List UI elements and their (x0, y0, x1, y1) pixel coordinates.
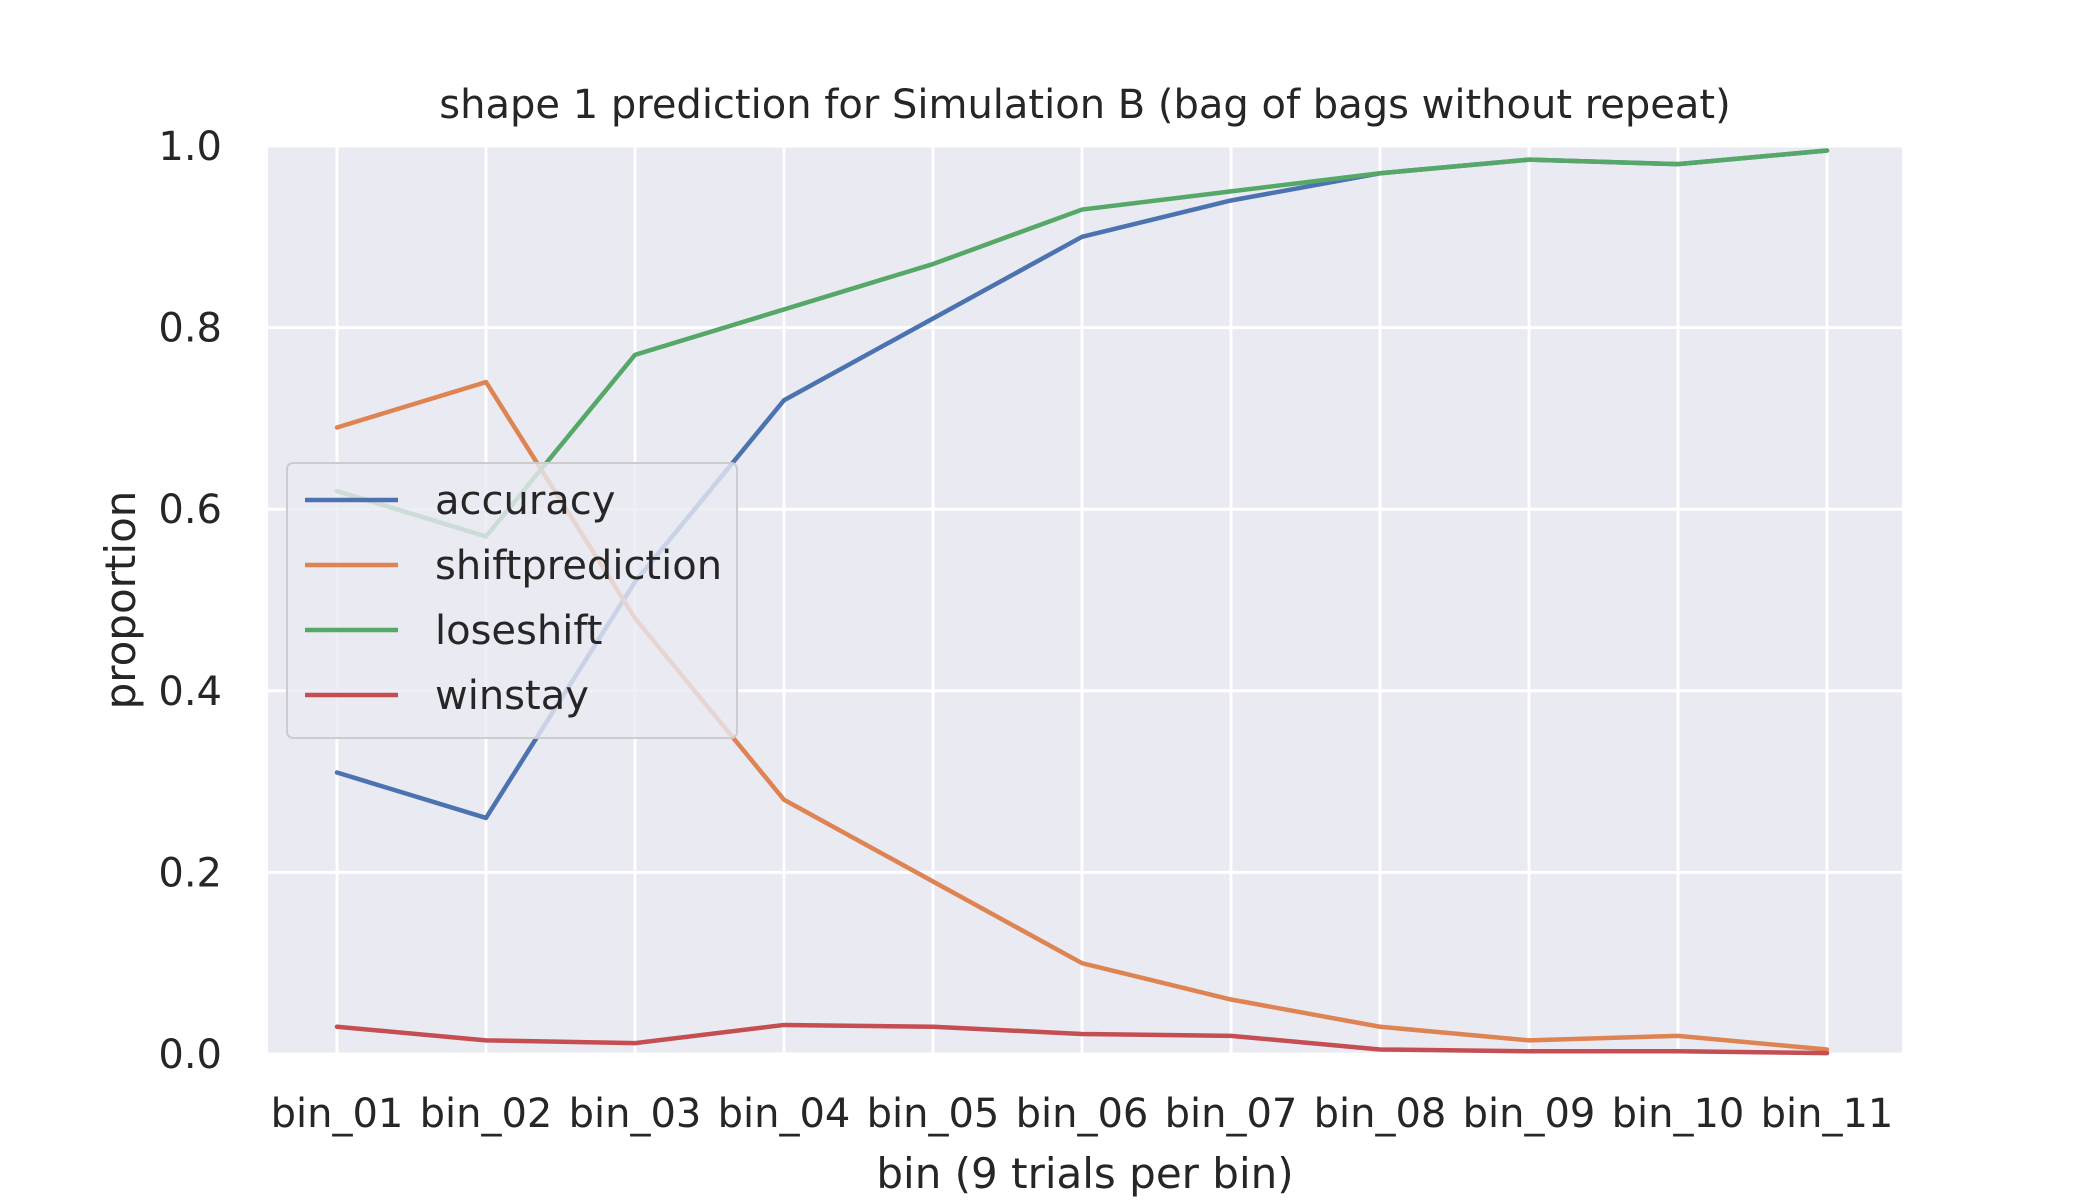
x-tick-label: bin_10 (1612, 1091, 1745, 1137)
legend-box (286, 462, 738, 739)
legend-label-winstay: winstay (435, 673, 589, 719)
y-tick-label: 0.2 (158, 850, 222, 896)
y-axis-label: proportion (96, 491, 145, 710)
series-line-loseshift (334, 148, 1830, 539)
x-tick-label: bin_11 (1761, 1091, 1894, 1137)
legend-label-accuracy: accuracy (435, 478, 615, 524)
y-tick-label: 0.4 (158, 669, 222, 715)
y-tick-labels: 0.0 0.2 0.4 0.6 0.8 1.0 (158, 124, 222, 1078)
y-tick-label: 0.0 (158, 1032, 222, 1078)
legend-label-shiftprediction: shiftprediction (435, 543, 722, 589)
x-tick-label: bin_08 (1314, 1091, 1447, 1137)
legend: accuracy shiftprediction loseshift winstay (286, 462, 738, 739)
x-axis-label: bin (9 trials per bin) (876, 1149, 1293, 1198)
x-tick-label: bin_05 (867, 1091, 1000, 1137)
x-tick-label: bin_02 (420, 1091, 553, 1137)
legend-items: accuracy shiftprediction loseshift winstay (305, 478, 722, 719)
y-tick-label: 0.6 (158, 487, 222, 533)
legend-label-loseshift: loseshift (435, 608, 602, 654)
x-tick-label: bin_09 (1463, 1091, 1596, 1137)
x-tick-label: bin_01 (271, 1091, 404, 1137)
x-tick-label: bin_07 (1165, 1091, 1298, 1137)
series-line-winstay (334, 1022, 1830, 1056)
x-tick-label: bin_06 (1016, 1091, 1149, 1137)
chart-title: shape 1 prediction for Simulation B (bag… (439, 82, 1730, 128)
y-tick-label: 0.8 (158, 306, 222, 352)
x-tick-labels: bin_01 bin_02 bin_03 bin_04 bin_05 bin_06 bin_… (271, 1091, 1894, 1137)
x-tick-label: bin_04 (718, 1091, 851, 1137)
x-tick-label: bin_03 (569, 1091, 702, 1137)
y-tick-label: 1.0 (158, 124, 222, 170)
